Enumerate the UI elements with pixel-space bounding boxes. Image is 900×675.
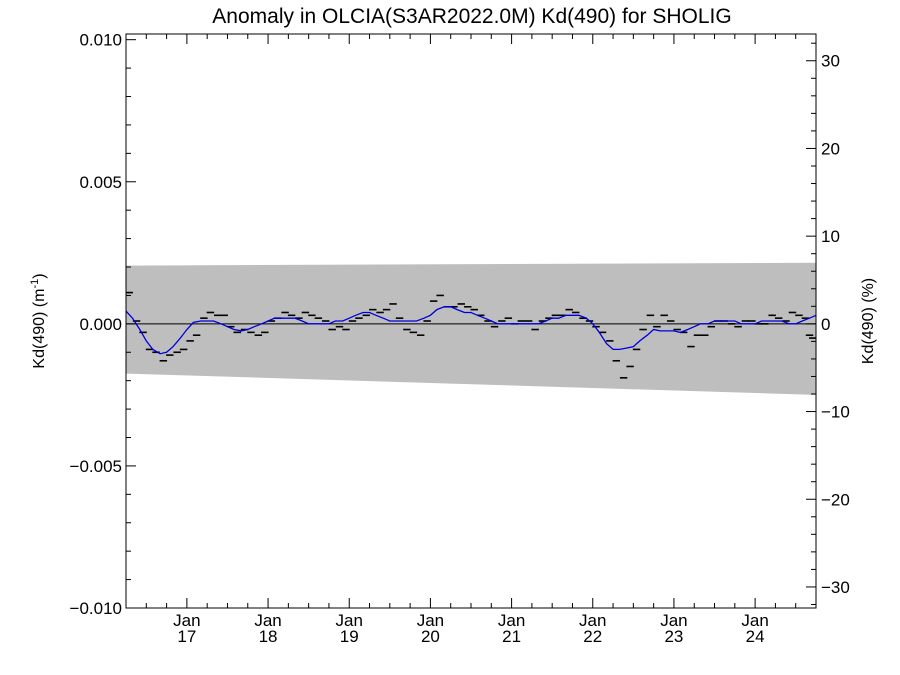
x-tick-month-label: Jan bbox=[173, 611, 200, 630]
right-tick-label: 20 bbox=[821, 139, 840, 158]
axes-layer: 0.010 0.005 0.000 −0.005 −0.010 30 20 10 0 −10 −20… bbox=[70, 31, 850, 646]
y-axis-label-right: Kd(490) (%) bbox=[860, 278, 877, 364]
x-tick-year-label: 22 bbox=[583, 627, 602, 646]
envelope-band bbox=[126, 262, 816, 395]
x-tick-month-label: Jan bbox=[336, 611, 363, 630]
chart-title: Anomaly in OLCIA(S3AR2022.0M) Kd(490) fo… bbox=[212, 5, 731, 28]
right-tick-label: −10 bbox=[821, 403, 850, 422]
x-tick-month-label: Jan bbox=[498, 611, 525, 630]
x-tick-month-label: Jan bbox=[254, 611, 281, 630]
x-tick-year-label: 18 bbox=[259, 627, 278, 646]
right-tick-label: −20 bbox=[821, 490, 850, 509]
x-tick-month-label: Jan bbox=[741, 611, 768, 630]
right-tick-label: 10 bbox=[821, 227, 840, 246]
left-tick-label: 0.005 bbox=[79, 173, 122, 192]
smoothed-line-layer bbox=[125, 306, 817, 355]
x-tick-month-label: Jan bbox=[660, 611, 687, 630]
right-tick-label: 0 bbox=[821, 315, 830, 334]
x-tick-year-label: 17 bbox=[177, 627, 196, 646]
confidence-envelope-layer bbox=[126, 262, 816, 395]
x-tick-year-label: 24 bbox=[746, 627, 765, 646]
left-tick-label: 0.000 bbox=[79, 315, 122, 334]
right-tick-label: −30 bbox=[821, 578, 850, 597]
right-tick-label: 30 bbox=[821, 52, 840, 71]
y-axis-label-left: Kd(490) (m-1) bbox=[29, 273, 48, 368]
smoothed-anomaly-line bbox=[125, 306, 817, 355]
y-axis-label-left-main: Kd(490) (m bbox=[31, 289, 48, 369]
x-tick-year-label: 21 bbox=[502, 627, 521, 646]
left-tick-label: 0.010 bbox=[79, 31, 122, 50]
x-tick-year-label: 19 bbox=[340, 627, 359, 646]
x-tick-month-label: Jan bbox=[579, 611, 606, 630]
x-tick-year-label: 23 bbox=[664, 627, 683, 646]
y-axis-label-left-close: ) bbox=[31, 273, 48, 278]
monthly-points-layer bbox=[125, 291, 817, 379]
left-tick-label: −0.005 bbox=[70, 457, 122, 476]
y-axis-label-left-superscript: -1 bbox=[29, 279, 41, 289]
left-tick-label: −0.010 bbox=[70, 599, 122, 618]
x-tick-year-label: 20 bbox=[421, 627, 440, 646]
x-tick-month-label: Jan bbox=[417, 611, 444, 630]
